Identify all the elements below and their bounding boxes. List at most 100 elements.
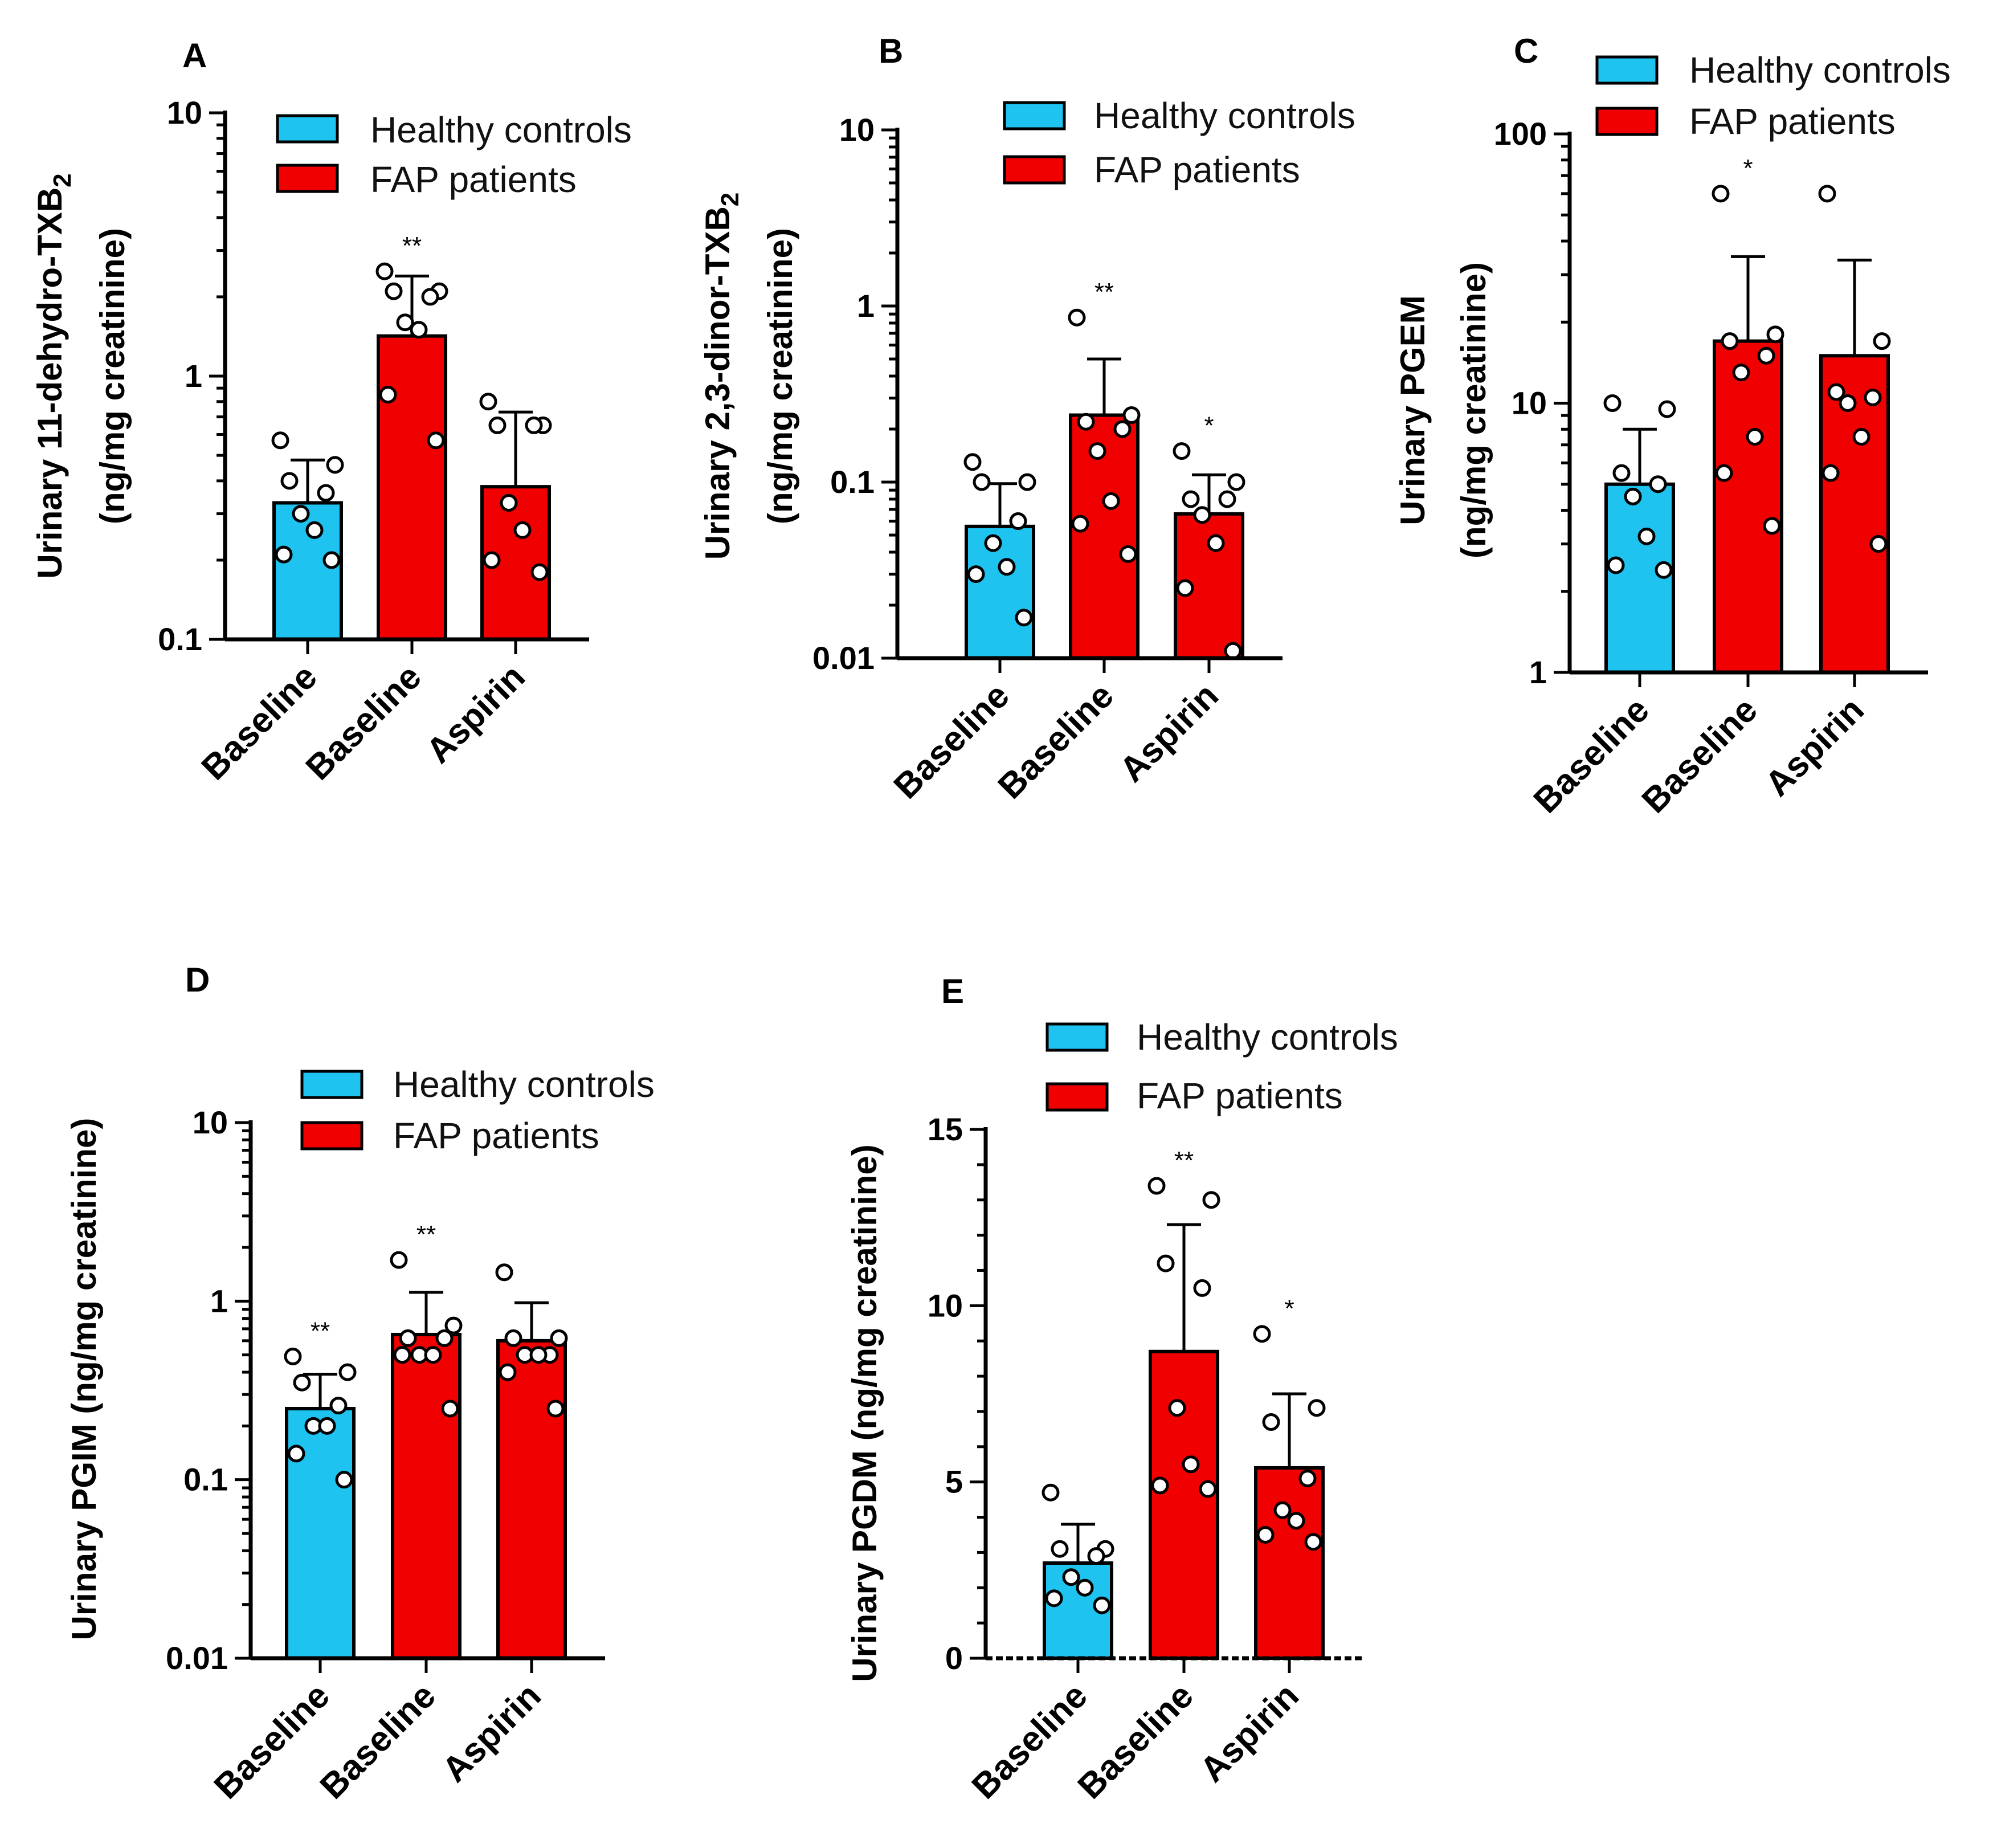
- panel-b-y-label: Urinary 2,3-dinor-TXB2: [699, 193, 744, 560]
- data-point: [444, 1316, 463, 1335]
- data-point: [1151, 1476, 1169, 1495]
- data-point: [550, 1329, 568, 1347]
- panel-b-y-label-unit: (ng/mg creatinine): [761, 228, 799, 524]
- panel-a-y-label: Urinary 11-dehydro-TXB2: [31, 173, 76, 578]
- data-point: [399, 1329, 417, 1347]
- data-point: [1253, 1325, 1271, 1343]
- data-point: [525, 416, 543, 434]
- bar: [391, 1332, 461, 1661]
- panel-c-legend: Healthy controls FAP patients: [1595, 50, 1951, 142]
- panel-a-label: A: [182, 36, 207, 75]
- data-point: [385, 282, 403, 300]
- data-point: [1015, 609, 1033, 627]
- data-point: [1173, 442, 1191, 460]
- significance-marker: *: [1204, 412, 1214, 440]
- x-tick-label: Aspirin: [1192, 1676, 1306, 1790]
- legend-swatch-healthy: [1595, 55, 1659, 85]
- legend-label-fap: FAP patients: [1689, 101, 1896, 142]
- data-point: [1308, 1399, 1326, 1417]
- data-point: [1102, 492, 1120, 510]
- legend-swatch-fap: [1595, 107, 1659, 136]
- panel-c-y-label: Urinary PGEM: [1394, 295, 1432, 525]
- y-tick-label: 15: [928, 1111, 963, 1147]
- data-point: [393, 1346, 411, 1364]
- legend-label-healthy: Healthy controls: [1094, 95, 1355, 136]
- data-point: [1018, 473, 1036, 491]
- bar: [272, 501, 343, 641]
- data-point: [1607, 556, 1625, 574]
- data-point: [1757, 346, 1775, 365]
- data-point: [317, 484, 335, 502]
- panel-d: D Urinary PGIM (ng/mg creatinine) Health…: [65, 961, 655, 1806]
- y-tick-label: 5: [945, 1464, 963, 1500]
- data-point: [1873, 332, 1891, 350]
- data-point: [280, 472, 299, 490]
- y-tick-label: 1: [210, 1283, 228, 1319]
- data-point: [495, 1263, 513, 1282]
- data-point: [390, 1251, 408, 1269]
- data-point: [500, 493, 518, 512]
- data-point: [1256, 1525, 1275, 1544]
- x-tick-label: Baseline: [991, 676, 1121, 806]
- panel-c-y-label-unit: (ng/mg creatinine): [1455, 262, 1493, 558]
- data-point: [546, 1400, 565, 1418]
- data-point: [287, 1445, 305, 1463]
- bar: [1149, 1349, 1219, 1660]
- legend-label-fap: FAP patients: [393, 1115, 599, 1156]
- legend-swatch-healthy: [276, 114, 339, 144]
- data-point: [1199, 1480, 1217, 1498]
- y-tick-label: 0.1: [183, 1462, 228, 1498]
- data-point: [1193, 506, 1211, 524]
- data-point: [410, 321, 428, 339]
- data-point: [435, 1329, 454, 1347]
- y-tick-label: 0.1: [830, 464, 875, 500]
- data-point: [1273, 1501, 1292, 1519]
- legend-swatch-fap: [276, 164, 339, 193]
- x-tick-label: Aspirin: [1112, 676, 1226, 790]
- data-point: [1157, 1254, 1175, 1272]
- panel-a: A Urinary 11-dehydro-TXB2 (ng/mg creatin…: [31, 36, 632, 788]
- y-tick-label: 0.01: [166, 1640, 228, 1676]
- data-point: [1009, 512, 1027, 531]
- y-tick-label: 10: [1512, 385, 1547, 421]
- x-tick-label: Baseline: [1071, 1676, 1201, 1806]
- data-point: [1721, 332, 1739, 350]
- data-point: [1176, 579, 1194, 597]
- panel-d-legend: Healthy controls FAP patients: [300, 1064, 655, 1156]
- data-point: [1869, 535, 1888, 553]
- y-tick-label: 0: [945, 1640, 963, 1676]
- data-point: [1818, 185, 1836, 203]
- x-tick-label: Aspirin: [435, 1676, 549, 1790]
- data-point: [973, 473, 991, 491]
- bar: [496, 1339, 567, 1660]
- y-tick-label: 0.1: [158, 621, 202, 657]
- data-point: [1746, 428, 1764, 446]
- data-point: [1087, 1547, 1105, 1565]
- data-point: [1113, 420, 1132, 438]
- data-point: [1119, 545, 1137, 563]
- x-tick-label: Baseline: [965, 1676, 1095, 1806]
- data-point: [375, 262, 394, 280]
- significance-marker: *: [1284, 1295, 1294, 1323]
- bar: [1254, 1466, 1325, 1660]
- panel-c: C Urinary PGEM (ng/mg creatinine) Health…: [1394, 32, 1951, 821]
- data-point: [318, 1417, 336, 1435]
- data-point: [1287, 1512, 1305, 1530]
- data-point: [513, 521, 532, 539]
- legend-label-fap: FAP patients: [370, 159, 577, 200]
- data-point: [441, 1400, 459, 1418]
- legend-label-fap: FAP patients: [1094, 149, 1300, 190]
- y-tick-label: 0.01: [812, 640, 875, 676]
- significance-marker: **: [1174, 1147, 1194, 1174]
- significance-marker: **: [1094, 278, 1114, 306]
- y-tick-label: 10: [928, 1287, 963, 1323]
- panel-e-legend: Healthy controls FAP patients: [1045, 1017, 1398, 1116]
- significance-marker: **: [402, 232, 422, 260]
- data-point: [1298, 1469, 1317, 1487]
- data-point: [275, 545, 293, 564]
- data-point: [326, 456, 344, 474]
- data-point: [1715, 464, 1733, 482]
- data-point: [1839, 394, 1857, 412]
- data-point: [499, 1363, 517, 1381]
- data-point: [529, 1346, 548, 1364]
